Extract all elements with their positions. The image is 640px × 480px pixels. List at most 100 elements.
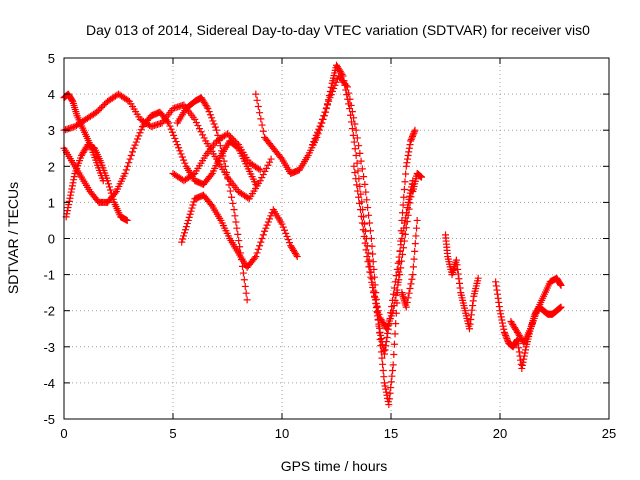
data-point bbox=[124, 96, 132, 104]
data-point bbox=[522, 346, 530, 354]
data-point bbox=[465, 325, 473, 333]
data-point bbox=[402, 162, 410, 170]
data-point bbox=[181, 226, 189, 234]
data-point bbox=[398, 216, 406, 224]
data-point bbox=[502, 331, 510, 339]
data-point bbox=[172, 138, 180, 146]
data-point bbox=[418, 173, 426, 181]
data-point bbox=[181, 159, 189, 167]
data-point bbox=[292, 251, 300, 259]
data-point bbox=[397, 227, 405, 235]
data-point bbox=[180, 232, 188, 240]
data-point bbox=[121, 170, 129, 178]
data-point bbox=[179, 235, 187, 243]
data-point bbox=[261, 167, 269, 175]
data-point bbox=[99, 102, 107, 110]
data-point bbox=[520, 355, 528, 363]
data-point bbox=[358, 165, 366, 173]
data-point bbox=[228, 193, 236, 201]
data-point bbox=[556, 280, 564, 288]
data-point bbox=[239, 269, 247, 277]
data-point bbox=[392, 272, 400, 280]
data-point bbox=[257, 238, 265, 246]
data-point bbox=[253, 96, 261, 104]
data-point bbox=[403, 159, 411, 167]
data-point bbox=[389, 361, 397, 369]
data-point bbox=[213, 126, 221, 134]
y-tick-label: -5 bbox=[43, 412, 55, 427]
data-point bbox=[380, 373, 388, 381]
data-point bbox=[400, 237, 408, 245]
data-point bbox=[557, 303, 565, 311]
data-point bbox=[469, 297, 477, 305]
data-point bbox=[188, 204, 196, 212]
data-point bbox=[123, 216, 131, 224]
data-point bbox=[392, 320, 400, 328]
data-point bbox=[331, 81, 339, 89]
data-point bbox=[199, 131, 207, 139]
data-point bbox=[410, 255, 418, 263]
data-point bbox=[401, 230, 409, 238]
data-point bbox=[371, 296, 379, 304]
data-point bbox=[399, 201, 407, 209]
data-point bbox=[181, 229, 189, 237]
data-point bbox=[365, 211, 373, 219]
data-point bbox=[182, 223, 190, 231]
data-point bbox=[332, 78, 340, 86]
data-point bbox=[467, 315, 475, 323]
data-point bbox=[353, 134, 361, 142]
data-point bbox=[411, 247, 419, 255]
data-point bbox=[404, 211, 412, 219]
data-point bbox=[312, 131, 320, 139]
data-point bbox=[389, 307, 397, 315]
data-point bbox=[173, 141, 181, 149]
y-tick-label: 3 bbox=[48, 123, 55, 138]
data-point bbox=[204, 105, 212, 113]
data-point bbox=[284, 236, 292, 244]
data-point bbox=[258, 174, 266, 182]
data-point bbox=[360, 173, 368, 181]
data-point bbox=[241, 282, 249, 290]
data-point bbox=[283, 232, 291, 240]
data-point bbox=[243, 296, 251, 304]
data-point bbox=[400, 193, 408, 201]
data-point bbox=[385, 395, 393, 403]
data-point bbox=[224, 175, 232, 183]
data-point bbox=[412, 232, 420, 240]
data-point bbox=[467, 311, 475, 319]
data-point bbox=[207, 171, 215, 179]
data-point bbox=[403, 217, 411, 225]
data-point bbox=[350, 114, 358, 122]
data-point bbox=[407, 193, 415, 201]
data-point bbox=[70, 176, 78, 184]
data-point bbox=[408, 187, 416, 195]
data-point bbox=[404, 155, 412, 163]
data-point bbox=[374, 307, 382, 315]
data-point bbox=[232, 218, 240, 226]
data-point bbox=[405, 289, 413, 297]
data-point bbox=[315, 125, 323, 133]
data-point bbox=[498, 319, 506, 327]
data-point bbox=[367, 235, 375, 242]
data-point bbox=[233, 224, 241, 232]
data-point bbox=[224, 130, 231, 138]
data-point bbox=[240, 276, 248, 284]
x-tick-label: 25 bbox=[602, 426, 616, 441]
data-point bbox=[402, 170, 410, 178]
data-point bbox=[404, 151, 412, 159]
data-point bbox=[370, 292, 378, 300]
data-point bbox=[323, 101, 331, 109]
data-point bbox=[495, 303, 503, 311]
data-point bbox=[108, 192, 116, 200]
data-point bbox=[257, 115, 265, 123]
data-point bbox=[520, 352, 528, 360]
data-point bbox=[219, 152, 227, 160]
data-point bbox=[500, 328, 508, 336]
data-point bbox=[256, 109, 264, 117]
data-points bbox=[60, 61, 565, 409]
data-point bbox=[259, 231, 267, 239]
data-point bbox=[501, 330, 509, 338]
data-point bbox=[405, 205, 413, 213]
data-point bbox=[206, 111, 214, 119]
data-point bbox=[353, 159, 361, 167]
